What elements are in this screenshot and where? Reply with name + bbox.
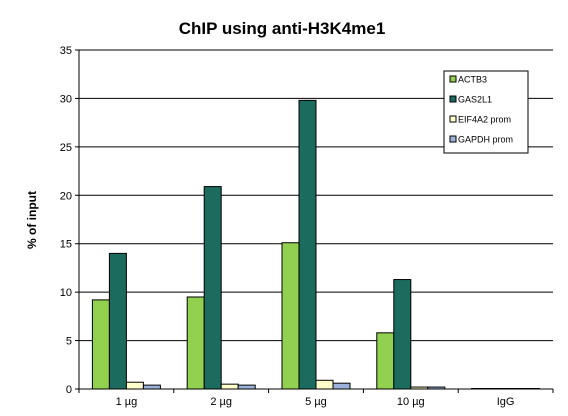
bar-actb3	[376, 332, 395, 390]
x-tick-label: 5 µg	[305, 396, 327, 408]
bar-gapdh-prom	[142, 384, 161, 390]
y-tick-label: 15	[60, 239, 72, 251]
bar-gas2l1	[298, 99, 317, 390]
x-tick-label: 1 µg	[116, 396, 138, 408]
legend-items: ACTB3 GAS2L1 EIF4A2 prom GAPDH prom	[449, 75, 513, 145]
x-tick-label: 2 µg	[210, 396, 232, 408]
y-tick-label: 30	[60, 93, 72, 105]
bar-gas2l1	[203, 186, 222, 390]
x-tick-label: IgG	[497, 396, 515, 408]
chart-title: ChIP using anti-H3K4me1	[179, 19, 386, 38]
y-tick-label: 35	[60, 45, 72, 57]
axes	[78, 50, 553, 390]
bar-actb3	[186, 296, 205, 390]
legend-box	[443, 70, 529, 154]
bar-gas2l1	[108, 252, 127, 390]
x-tick-label: 10 µg	[397, 396, 425, 408]
legend-label: GAPDH prom	[458, 135, 513, 145]
bar-eif4a2-prom	[220, 383, 239, 390]
bar-actb3	[91, 299, 110, 390]
legend-swatch	[449, 75, 457, 83]
legend-swatch	[449, 95, 457, 103]
y-axis-label: % of input	[25, 191, 39, 249]
bar-gapdh-prom	[332, 382, 351, 390]
bar-gapdh-prom	[237, 384, 256, 390]
y-tick-label: 10	[60, 287, 72, 299]
y-tick-label: 5	[66, 336, 72, 348]
y-tick-label: 0	[66, 384, 72, 396]
bar-actb3	[281, 242, 300, 390]
bar-eif4a2-prom	[125, 381, 144, 390]
legend-label: GAS2L1	[458, 95, 492, 105]
y-tick-label: 20	[60, 190, 72, 202]
bar-gas2l1	[393, 279, 412, 390]
y-tick-label: 25	[60, 142, 72, 154]
bar-eif4a2-prom	[315, 379, 334, 390]
legend-label: ACTB3	[458, 75, 487, 85]
bars	[91, 99, 541, 390]
x-tick-labels: 1 µg 2 µg 5 µg 10 µg IgG	[78, 389, 554, 408]
legend-swatch	[449, 115, 457, 123]
legend-label: EIF4A2 prom	[458, 115, 511, 125]
legend-swatch	[449, 135, 457, 143]
y-tick-labels: 0 5 10 15 20 25 30 35	[60, 45, 79, 396]
legend: ACTB3 GAS2L1 EIF4A2 prom GAPDH prom	[443, 70, 529, 154]
